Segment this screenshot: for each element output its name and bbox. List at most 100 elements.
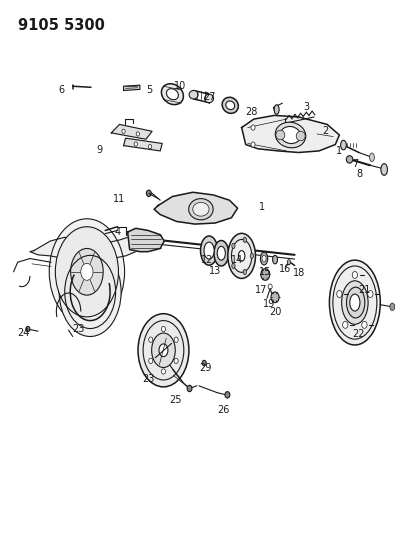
Ellipse shape: [200, 236, 217, 265]
Ellipse shape: [217, 246, 225, 260]
Text: 1: 1: [258, 202, 265, 212]
Ellipse shape: [81, 263, 93, 280]
Text: 13: 13: [209, 266, 221, 276]
Ellipse shape: [174, 337, 178, 342]
Polygon shape: [123, 85, 139, 91]
Ellipse shape: [341, 281, 367, 324]
Ellipse shape: [189, 91, 198, 99]
Ellipse shape: [274, 122, 305, 148]
Ellipse shape: [380, 164, 387, 175]
Polygon shape: [30, 236, 160, 260]
Text: 15: 15: [258, 267, 271, 277]
Text: 21: 21: [357, 285, 370, 295]
Text: 8: 8: [356, 169, 362, 179]
Ellipse shape: [161, 84, 183, 104]
Ellipse shape: [295, 131, 304, 141]
Ellipse shape: [187, 385, 191, 392]
Ellipse shape: [134, 142, 137, 146]
Text: 4: 4: [114, 227, 120, 237]
Ellipse shape: [349, 294, 359, 311]
Text: 28: 28: [245, 107, 257, 117]
Text: 6: 6: [58, 85, 65, 95]
Ellipse shape: [361, 321, 366, 328]
Ellipse shape: [225, 101, 234, 110]
Polygon shape: [123, 138, 162, 151]
Ellipse shape: [166, 88, 178, 100]
Text: 18: 18: [292, 268, 304, 278]
Ellipse shape: [328, 260, 380, 345]
Ellipse shape: [280, 126, 300, 143]
Ellipse shape: [340, 140, 346, 150]
Ellipse shape: [342, 321, 347, 328]
Text: 24: 24: [18, 328, 30, 338]
Ellipse shape: [351, 271, 357, 278]
Ellipse shape: [202, 360, 206, 366]
Text: 12: 12: [200, 255, 213, 265]
Ellipse shape: [272, 255, 277, 264]
Ellipse shape: [188, 199, 213, 220]
Text: 26: 26: [217, 405, 229, 415]
Ellipse shape: [204, 94, 213, 103]
Ellipse shape: [275, 130, 284, 140]
Text: 1: 1: [335, 146, 342, 156]
Ellipse shape: [49, 219, 124, 325]
Ellipse shape: [231, 243, 234, 248]
Ellipse shape: [159, 344, 168, 357]
Ellipse shape: [161, 369, 165, 374]
Ellipse shape: [59, 247, 121, 336]
Ellipse shape: [250, 125, 254, 130]
Ellipse shape: [260, 269, 269, 280]
Text: 7: 7: [352, 159, 358, 168]
Ellipse shape: [243, 237, 246, 243]
Text: 2: 2: [321, 126, 328, 136]
Polygon shape: [127, 228, 164, 252]
Text: 20: 20: [268, 306, 281, 317]
Text: 29: 29: [198, 364, 211, 373]
Ellipse shape: [336, 290, 341, 297]
Text: 17: 17: [254, 285, 266, 295]
Ellipse shape: [231, 239, 251, 272]
Ellipse shape: [148, 337, 153, 342]
Ellipse shape: [227, 233, 255, 278]
Text: 25: 25: [169, 395, 182, 405]
Ellipse shape: [204, 242, 213, 259]
Ellipse shape: [231, 263, 234, 269]
Text: 5: 5: [146, 85, 152, 95]
Text: 16: 16: [278, 264, 290, 274]
Ellipse shape: [369, 153, 373, 161]
Ellipse shape: [55, 227, 118, 317]
Ellipse shape: [270, 292, 279, 303]
Ellipse shape: [161, 326, 165, 332]
Text: 9: 9: [96, 145, 102, 155]
Ellipse shape: [151, 333, 175, 368]
Ellipse shape: [121, 129, 125, 133]
Text: 22: 22: [352, 329, 364, 340]
Text: 10: 10: [174, 81, 186, 91]
Ellipse shape: [346, 287, 364, 318]
Ellipse shape: [174, 358, 178, 364]
Ellipse shape: [346, 156, 352, 163]
Ellipse shape: [243, 269, 246, 274]
Polygon shape: [111, 124, 152, 139]
Ellipse shape: [213, 240, 228, 266]
Ellipse shape: [136, 132, 139, 136]
Ellipse shape: [287, 260, 290, 265]
Ellipse shape: [389, 303, 394, 311]
Ellipse shape: [222, 97, 238, 114]
Text: 3: 3: [302, 102, 308, 112]
Ellipse shape: [70, 248, 103, 295]
Text: 11: 11: [113, 193, 125, 204]
Text: 23: 23: [142, 375, 154, 384]
Ellipse shape: [250, 142, 254, 147]
Ellipse shape: [26, 326, 30, 332]
Ellipse shape: [367, 290, 372, 297]
Ellipse shape: [148, 144, 151, 149]
Text: 27: 27: [202, 92, 215, 102]
Ellipse shape: [225, 392, 229, 398]
Text: 9105 5300: 9105 5300: [18, 18, 104, 33]
Ellipse shape: [138, 314, 189, 387]
Ellipse shape: [238, 251, 244, 261]
Polygon shape: [154, 192, 237, 224]
Ellipse shape: [260, 252, 267, 265]
Text: 19: 19: [263, 298, 275, 309]
